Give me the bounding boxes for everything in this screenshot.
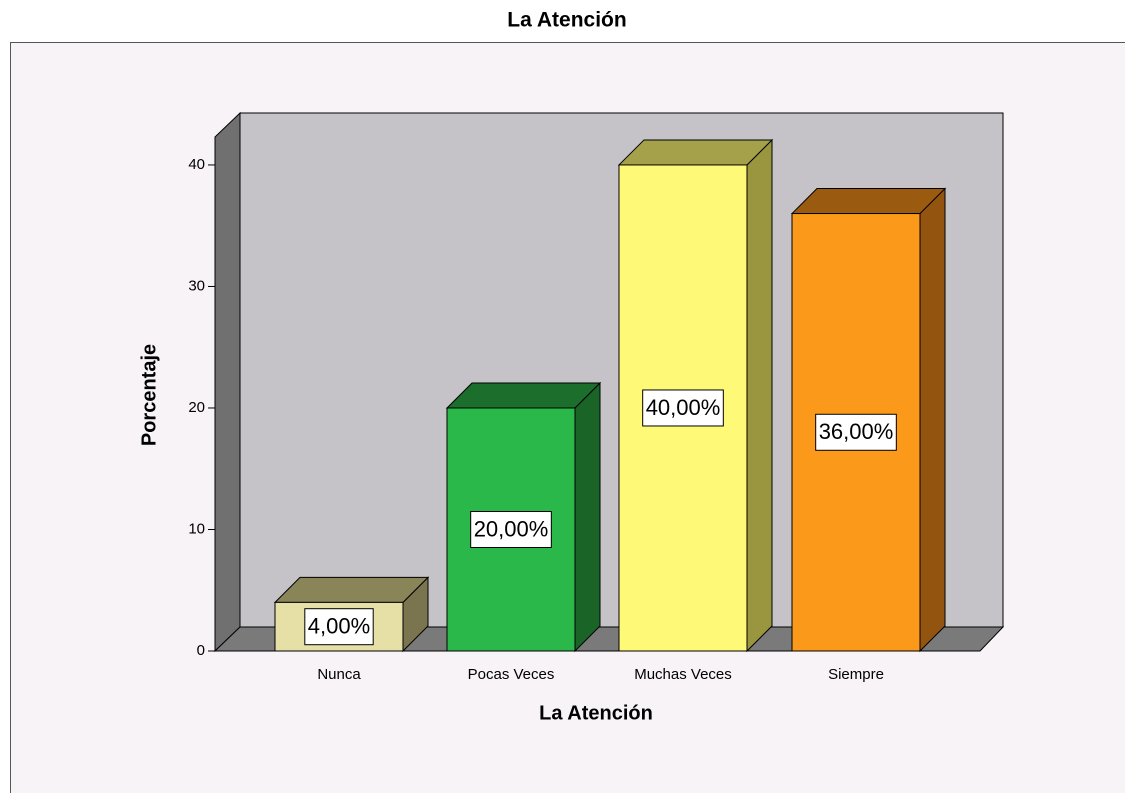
- value-label-box: [815, 413, 897, 451]
- y-axis-title: Porcentaje: [138, 344, 160, 446]
- value-label-box: [304, 608, 374, 646]
- chart-frame: [10, 42, 1125, 793]
- value-label: 4,00%: [308, 614, 370, 639]
- y-tick-label: 30: [188, 277, 205, 294]
- bar-side: [574, 381, 601, 653]
- side-wall: [214, 111, 241, 653]
- x-axis-title: La Atención: [539, 702, 653, 724]
- x-tick-label: Nunca: [317, 666, 361, 683]
- x-tick-label: Muchas Veces: [634, 666, 732, 683]
- chart-title: La Atención: [507, 9, 626, 32]
- y-tick-label: 40: [188, 156, 205, 173]
- bar-top: [273, 576, 430, 603]
- y-tick-label: 20: [188, 399, 205, 416]
- value-label: 20,00%: [474, 516, 549, 541]
- value-label-box: [642, 389, 724, 427]
- bar-side: [746, 138, 773, 653]
- y-tick-label: 0: [197, 642, 205, 659]
- value-label: 40,00%: [646, 395, 721, 420]
- x-tick-label: Pocas Veces: [468, 666, 555, 683]
- value-label-box: [470, 510, 552, 548]
- bar-top: [445, 382, 602, 409]
- value-label: 36,00%: [819, 419, 894, 444]
- bar-top: [790, 188, 947, 215]
- y-tick-label: 10: [188, 520, 205, 537]
- x-tick-label: Siempre: [828, 666, 884, 683]
- bar-top: [617, 139, 774, 166]
- bar-side: [919, 187, 946, 653]
